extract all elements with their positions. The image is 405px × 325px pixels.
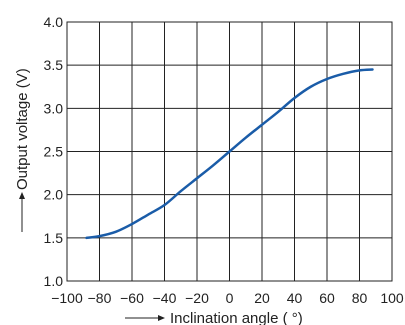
x-tick-label: −40 [153, 290, 177, 306]
x-axis-label: Inclination angle ( °) [170, 310, 303, 325]
x-tick-label: −100 [51, 290, 83, 306]
x-tick-label: 80 [352, 290, 368, 306]
series-layer [85, 68, 374, 240]
x-tick-label: 60 [319, 290, 335, 306]
series-line [85, 68, 374, 240]
x-tick-label: −80 [88, 290, 112, 306]
x-tick-label: −20 [185, 290, 209, 306]
y-axis-arrowhead [19, 192, 25, 199]
y-axis-label: Output voltage (V) [14, 68, 31, 190]
y-tick-label: 1.5 [44, 230, 64, 246]
y-tick-label: 2.5 [44, 144, 64, 160]
y-tick-label: 2.0 [44, 187, 64, 203]
y-tick-label: 4.0 [44, 14, 64, 30]
x-axis-title: Inclination angle ( °) [125, 310, 303, 325]
x-axis-ticks: −100 −80 −60 −40 −20 0 20 40 60 80 100 [51, 290, 404, 306]
y-axis-title: Output voltage (V) [14, 68, 31, 232]
y-tick-label: 3.5 [44, 57, 64, 73]
y-axis-ticks: 1.0 1.5 2.0 2.5 3.0 3.5 4.0 [44, 14, 64, 289]
x-tick-label: −60 [120, 290, 144, 306]
x-tick-label: 20 [254, 290, 270, 306]
x-axis-arrowhead [158, 315, 165, 321]
plot-frame [66, 21, 393, 282]
y-tick-label: 1.0 [44, 273, 64, 289]
x-tick-label: 0 [226, 290, 234, 306]
x-tick-label: 40 [287, 290, 303, 306]
x-tick-label: 100 [380, 290, 404, 306]
y-tick-label: 3.0 [44, 100, 64, 116]
